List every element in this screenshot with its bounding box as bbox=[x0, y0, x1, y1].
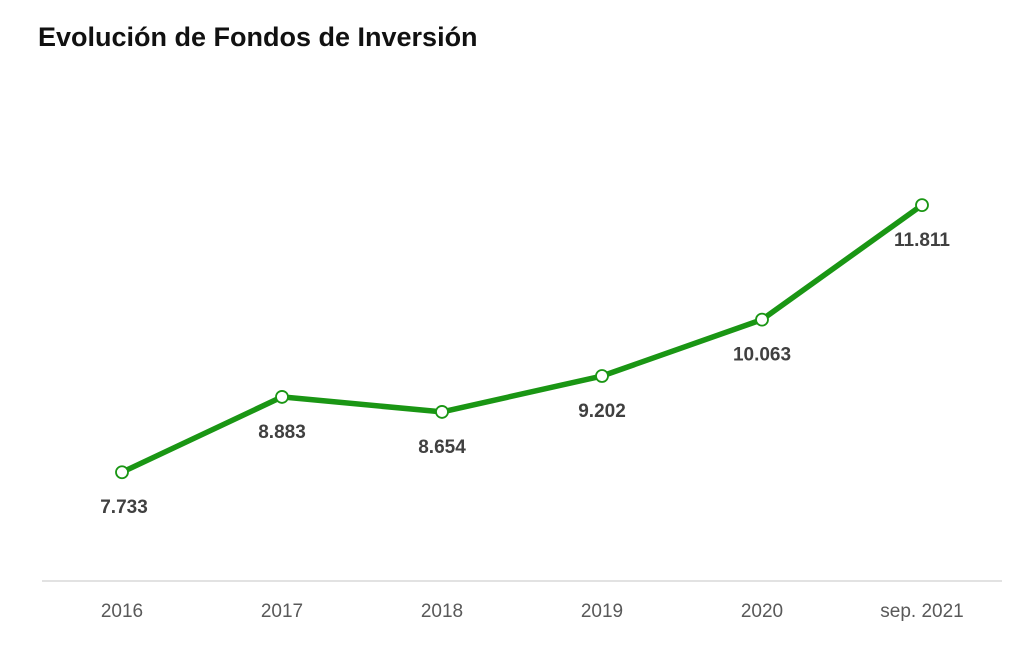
data-label: 9.202 bbox=[578, 401, 626, 422]
x-tick-label: 2017 bbox=[261, 601, 303, 622]
data-point-marker bbox=[435, 405, 449, 419]
data-label: 8.883 bbox=[258, 422, 306, 443]
data-label: 7.733 bbox=[100, 497, 148, 518]
data-label: 10.063 bbox=[733, 345, 791, 366]
data-point-marker bbox=[915, 198, 929, 213]
data-point-marker bbox=[275, 390, 289, 404]
x-tick-label: 2018 bbox=[421, 601, 463, 622]
x-tick-label: 2019 bbox=[581, 601, 623, 622]
x-tick-label: sep. 2021 bbox=[880, 601, 963, 622]
x-tick-label: 2016 bbox=[101, 601, 143, 622]
chart-title: Evolución de Fondos de Inversión bbox=[38, 22, 478, 52]
series-line bbox=[119, 202, 925, 475]
data-point-marker bbox=[595, 369, 609, 383]
x-axis-ticks: 2016 2017 2018 2019 2020 sep. 2021 bbox=[101, 601, 964, 622]
data-label: 8.654 bbox=[418, 437, 466, 458]
data-label: 11.811 bbox=[894, 230, 950, 251]
series-layer bbox=[115, 198, 929, 480]
data-labels: 7.733 8.883 8.654 9.202 10.063 11.811 bbox=[100, 230, 950, 518]
data-point-marker bbox=[755, 312, 769, 327]
x-tick-label: 2020 bbox=[741, 601, 783, 622]
data-point-marker bbox=[115, 465, 129, 480]
